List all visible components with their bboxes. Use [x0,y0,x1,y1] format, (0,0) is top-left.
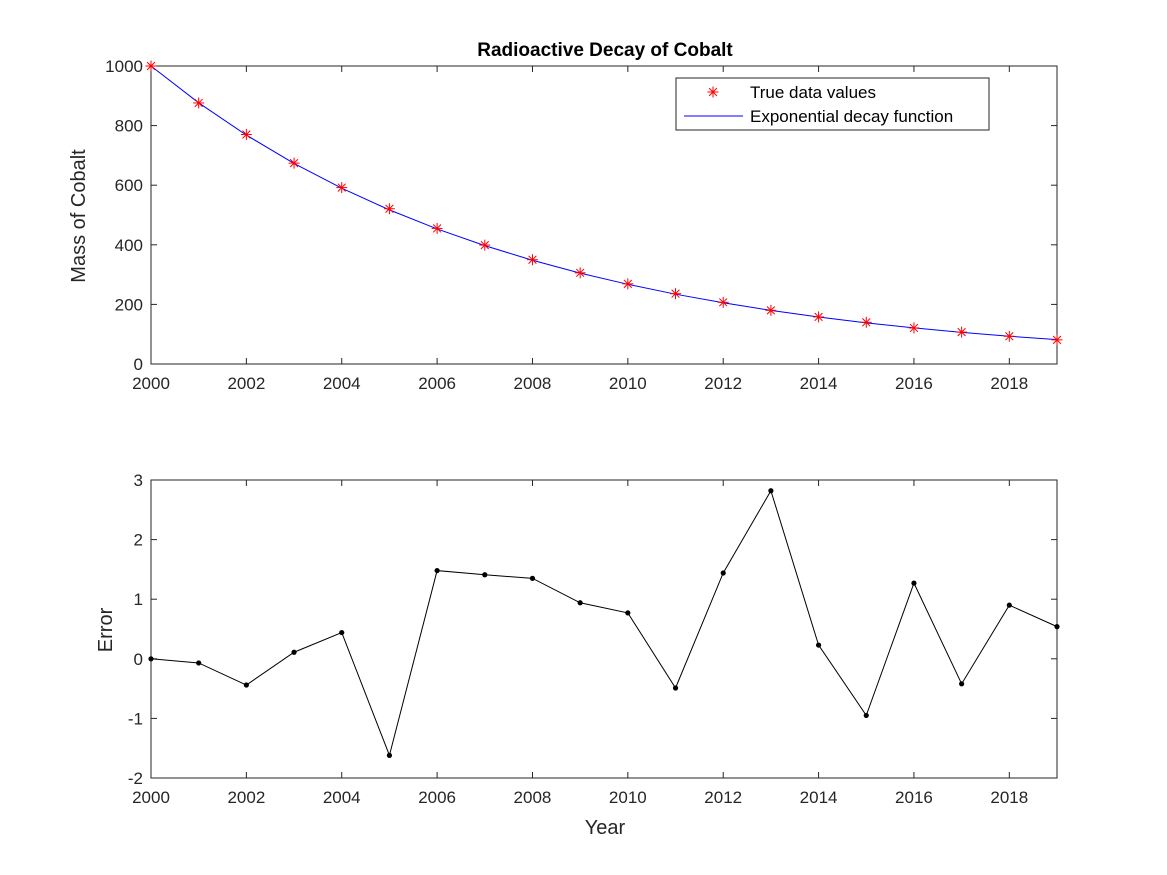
legend-entry-decay-function: Exponential decay function [750,107,953,126]
data-point-error [959,681,965,687]
x-tick-label: 2018 [990,788,1028,807]
x-tick-label: 2002 [227,788,265,807]
x-tick-label: 2016 [895,788,933,807]
data-point-true-value [1051,334,1063,346]
data-point-true-value [622,278,634,290]
x-tick-label: 2014 [800,788,838,807]
x-tick-label: 2010 [609,374,647,393]
data-point-true-value [670,288,682,300]
y-tick-label: 1 [134,590,143,609]
data-point-true-value [288,157,300,169]
error-plot-area: 2000 2002 2004 2006 2008 2010 2012 2014 2016 2018… [128,471,1060,807]
legend-entry-true-data: True data values [750,83,876,102]
y-tick-label: 1000 [105,57,143,76]
y-tick-label: 3 [134,471,143,490]
data-point-true-value [526,254,538,266]
axes-box [150,65,1058,365]
data-point-true-value [240,129,252,141]
data-point-true-value [1003,330,1015,342]
y-tick-label: 0 [134,355,143,374]
y-tick-label: 600 [115,176,143,195]
y-tick-label: 200 [115,295,143,314]
x-tick-label: 2006 [418,788,456,807]
data-point-error [768,488,774,494]
y-axis-label: Mass of Cobalt [68,149,90,283]
data-point-true-value [813,311,825,323]
data-point-true-value [860,316,872,328]
error-chart: Error Year 2000 2002 2004 2006 2008 2010 2012 2… [95,471,1060,839]
data-point-true-value [908,322,920,334]
x-tick-label: 2018 [990,374,1028,393]
data-point-true-value [193,97,205,109]
data-point-true-value [765,304,777,316]
x-tick-label: 2016 [895,374,933,393]
data-point-true-value [145,60,157,72]
x-tick-label: 2002 [227,374,265,393]
data-point-error [672,685,679,691]
data-point-error [482,572,488,578]
x-tick-label: 2000 [132,374,170,393]
data-point-error [625,610,631,616]
y-tick-label: -1 [128,709,143,728]
series-line-error [150,489,1058,757]
data-point-error [815,642,822,648]
decay-chart: Radioactive Decay of Cobalt Mass of Coba… [68,40,1063,393]
data-point-error [339,629,345,636]
legend-asterisk [707,86,719,98]
data-point-error [911,580,917,586]
x-tick-label: 2008 [514,788,552,807]
data-point-error [196,660,202,666]
x-tick-label: 2014 [800,374,838,393]
x-tick-label: 2008 [514,374,552,393]
data-point-error [148,656,154,662]
decay-plot-area: 2000 2002 2004 2006 2008 2010 2012 2014 2016 2018… [105,57,1063,393]
x-tick-label: 2012 [704,788,742,807]
y-tick-label: 800 [115,117,143,136]
x-tick-label: 2000 [132,788,170,807]
data-point-true-value [479,239,491,251]
data-point-true-value [717,296,729,308]
data-point-true-value [336,182,348,194]
chart-title: Radioactive Decay of Cobalt [477,40,733,61]
x-tick-label: 2010 [609,788,647,807]
y-axis-label: Error [95,607,117,652]
series-line-decay-function [150,65,1058,341]
x-tick-label: 2012 [704,374,742,393]
legend-marker-asterisk [707,86,719,98]
x-tick-label: 2004 [323,374,361,393]
data-point-error [434,567,440,574]
data-point-error [720,570,726,576]
data-point-error [1054,624,1060,630]
data-point-true-value [431,222,443,234]
y-tick-label: 400 [115,236,143,255]
y-tick-label: -2 [128,769,143,788]
data-point-error [1006,602,1012,608]
x-tick-label: 2006 [418,374,456,393]
data-point-true-value [956,326,968,338]
data-point-error [291,649,297,655]
data-point-error [863,712,869,719]
legend: True data values Exponential decay funct… [675,77,990,131]
legend-box [675,77,990,131]
x-axis-label: Year [585,817,626,839]
data-point-true-value [383,203,395,215]
y-tick-label: 2 [134,531,143,550]
x-tick-label: 2004 [323,788,361,807]
data-point-true-value [574,267,586,279]
data-point-error [529,575,536,581]
data-point-error [386,752,393,758]
y-tick-label: 0 [134,650,143,669]
data-point-error [243,682,249,688]
data-point-error [577,600,583,606]
